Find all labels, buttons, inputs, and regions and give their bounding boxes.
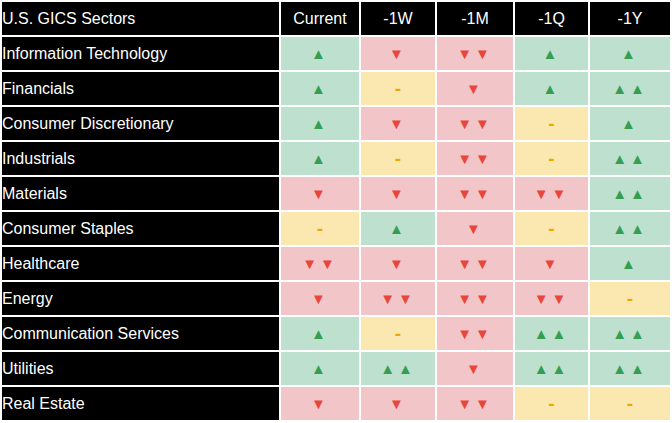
sector-name: Financials: [2, 72, 279, 105]
sector-name: Communication Services: [2, 317, 279, 350]
sector-name: Utilities: [2, 352, 279, 385]
signal-cell-flat: -: [515, 107, 588, 140]
signal-cell-up: ▲: [590, 37, 670, 70]
signal-cell-up: ▲: [361, 212, 435, 245]
signal-cell-down: ▼: [515, 247, 588, 280]
signal-cell-down: ▼: [361, 387, 435, 420]
signal-cell-up2: ▲▲: [515, 317, 588, 350]
signal-cell-down2: ▼▼: [281, 247, 359, 280]
column-header-1w: -1W: [361, 2, 435, 35]
sector-name: Energy: [2, 282, 279, 315]
table-row: Consumer Discretionary▲▼▼▼-▲: [2, 107, 670, 140]
sector-name: Materials: [2, 177, 279, 210]
sector-name: Healthcare: [2, 247, 279, 280]
signal-cell-down2: ▼▼: [515, 282, 588, 315]
sector-signal-dashboard: U.S. GICS Sectors Current-1W-1M-1Q-1Y In…: [0, 0, 672, 423]
signal-cell-down2: ▼▼: [437, 247, 513, 280]
signal-cell-up: ▲: [515, 72, 588, 105]
signal-cell-down: ▼: [281, 177, 359, 210]
signal-cell-down2: ▼▼: [437, 37, 513, 70]
signal-cell-down2: ▼▼: [437, 142, 513, 175]
signal-cell-down: ▼: [281, 387, 359, 420]
table-row: Real Estate▼▼▼▼--: [2, 387, 670, 420]
signal-cell-down: ▼: [361, 247, 435, 280]
signal-cell-up2: ▲▲: [590, 177, 670, 210]
table-row: Financials▲-▼▲▲▲: [2, 72, 670, 105]
signal-cell-down: ▼: [361, 107, 435, 140]
signal-cell-up2: ▲▲: [590, 142, 670, 175]
table-row: Materials▼▼▼▼▼▼▲▲: [2, 177, 670, 210]
signal-cell-down: ▼: [361, 177, 435, 210]
signal-cell-down2: ▼▼: [515, 177, 588, 210]
signal-cell-down: ▼: [281, 282, 359, 315]
signal-cell-down2: ▼▼: [437, 177, 513, 210]
table-row: Energy▼▼▼▼▼▼▼-: [2, 282, 670, 315]
signal-cell-down2: ▼▼: [437, 282, 513, 315]
table-row: Consumer Staples-▲▼-▲▲: [2, 212, 670, 245]
signal-cell-up: ▲: [281, 72, 359, 105]
signal-cell-up: ▲: [590, 107, 670, 140]
signal-cell-up: ▲: [281, 37, 359, 70]
signal-cell-up: ▲: [281, 142, 359, 175]
signal-cell-down2: ▼▼: [437, 387, 513, 420]
sector-name: Industrials: [2, 142, 279, 175]
signal-cell-down: ▼: [437, 212, 513, 245]
signal-cell-down: ▼: [437, 72, 513, 105]
table-row: Industrials▲-▼▼-▲▲: [2, 142, 670, 175]
signal-cell-flat: -: [590, 387, 670, 420]
table-row: Healthcare▼▼▼▼▼▼▲: [2, 247, 670, 280]
signal-cell-up2: ▲▲: [590, 317, 670, 350]
sector-name: Information Technology: [2, 37, 279, 70]
signal-cell-up2: ▲▲: [590, 72, 670, 105]
signal-cell-flat: -: [515, 142, 588, 175]
signal-cell-up: ▲: [590, 247, 670, 280]
signal-cell-up2: ▲▲: [590, 352, 670, 385]
sector-name: Real Estate: [2, 387, 279, 420]
signal-cell-flat: -: [281, 212, 359, 245]
signal-cell-up2: ▲▲: [590, 212, 670, 245]
signal-cell-flat: -: [361, 142, 435, 175]
signal-cell-flat: -: [361, 317, 435, 350]
sector-name: Consumer Discretionary: [2, 107, 279, 140]
signal-cell-down: ▼: [437, 352, 513, 385]
signal-cell-down: ▼: [361, 37, 435, 70]
table-title: U.S. GICS Sectors: [2, 2, 279, 35]
table-row: Utilities▲▲▲▼▲▲▲▲: [2, 352, 670, 385]
signal-cell-up: ▲: [281, 317, 359, 350]
signal-cell-up: ▲: [281, 107, 359, 140]
table-row: Communication Services▲-▼▼▲▲▲▲: [2, 317, 670, 350]
table-row: Information Technology▲▼▼▼▲▲: [2, 37, 670, 70]
gics-sector-signal-table: U.S. GICS Sectors Current-1W-1M-1Q-1Y In…: [0, 0, 672, 422]
signal-cell-up2: ▲▲: [515, 352, 588, 385]
signal-cell-down2: ▼▼: [361, 282, 435, 315]
signal-cell-flat: -: [361, 72, 435, 105]
signal-cell-up: ▲: [281, 352, 359, 385]
signal-cell-flat: -: [515, 387, 588, 420]
sector-name: Consumer Staples: [2, 212, 279, 245]
header-row: U.S. GICS Sectors Current-1W-1M-1Q-1Y: [2, 2, 670, 35]
signal-cell-flat: -: [515, 212, 588, 245]
signal-cell-up2: ▲▲: [361, 352, 435, 385]
signal-cell-up: ▲: [515, 37, 588, 70]
column-header-current: Current: [281, 2, 359, 35]
column-header-1m: -1M: [437, 2, 513, 35]
column-header-1q: -1Q: [515, 2, 588, 35]
signal-cell-down2: ▼▼: [437, 107, 513, 140]
signal-cell-down2: ▼▼: [437, 317, 513, 350]
column-header-1y: -1Y: [590, 2, 670, 35]
signal-cell-flat: -: [590, 282, 670, 315]
